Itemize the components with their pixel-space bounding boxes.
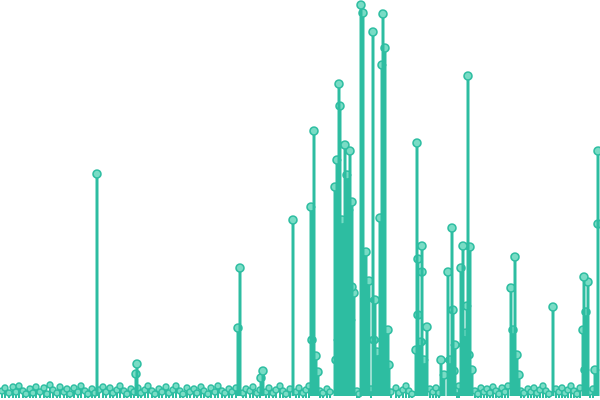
noise-marker (77, 382, 85, 390)
noise-marker (326, 388, 334, 396)
peak-marker (288, 215, 298, 225)
peak-marker (417, 241, 427, 251)
noise-marker (15, 382, 23, 390)
peak-marker (447, 223, 457, 233)
noise-marker (66, 390, 74, 398)
noise-marker (56, 383, 64, 391)
peak-marker (340, 140, 350, 150)
noise-marker (545, 390, 553, 398)
peak-marker (334, 79, 344, 89)
noise-marker (265, 384, 273, 392)
peak-marker (92, 169, 102, 179)
peak-marker (235, 263, 245, 273)
peak-marker (258, 366, 268, 376)
noise-marker (249, 383, 257, 391)
peak-marker (436, 355, 446, 365)
noise-marker (116, 382, 124, 390)
peak-marker (356, 0, 366, 10)
peak-marker (463, 71, 473, 81)
noise-marker (179, 390, 187, 398)
peak-marker (510, 252, 520, 262)
peak-marker (548, 302, 558, 312)
noise-marker (214, 382, 222, 390)
noise-marker (32, 383, 40, 391)
noise-marker (408, 390, 416, 398)
noise-marker (162, 383, 170, 391)
peak-marker (593, 146, 600, 156)
peak-marker (412, 138, 422, 148)
noise-marker (144, 382, 152, 390)
peak-marker (422, 322, 432, 332)
noise-marker (193, 389, 201, 397)
peak-marker (132, 359, 142, 369)
noise-marker (40, 384, 48, 392)
noise-marker (295, 384, 303, 392)
noise-marker (1, 384, 9, 392)
peak-marker (378, 9, 388, 19)
peak-marker (579, 272, 589, 282)
noise-marker (5, 389, 13, 397)
peak-marker (458, 241, 468, 251)
noise-marker (172, 382, 180, 390)
peak-marker (368, 27, 378, 37)
peak-marker (309, 126, 319, 136)
